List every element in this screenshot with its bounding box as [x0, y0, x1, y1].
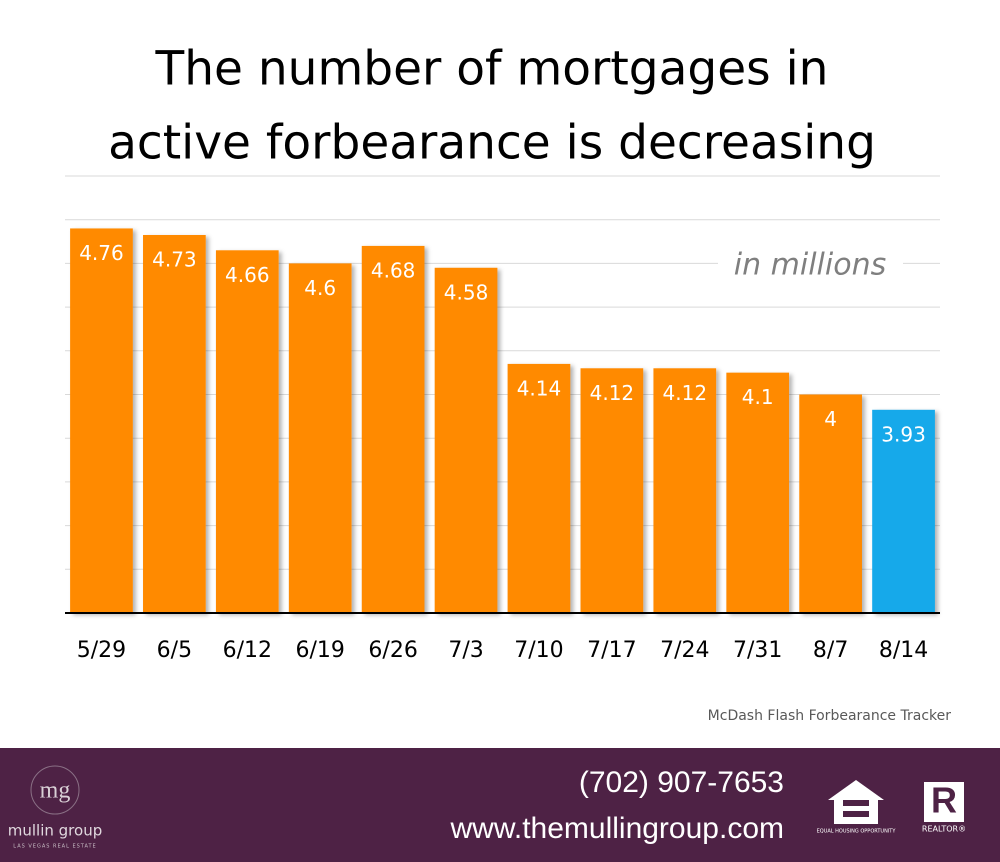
bar: [843, 811, 869, 817]
value-label: 4.58: [444, 280, 489, 304]
logo-name: mullin group: [8, 822, 102, 840]
bar: [843, 800, 869, 806]
chart-title: The number of mortgages in: [155, 42, 829, 97]
x-tick-label: 6/12: [223, 638, 272, 663]
value-label: 4.14: [517, 376, 562, 400]
x-tick-label: 6/5: [157, 638, 192, 663]
x-tick-label: 6/26: [368, 638, 417, 663]
x-tick-label: 7/17: [587, 638, 636, 663]
x-tick-label: 8/14: [879, 638, 928, 663]
value-label: 4.66: [225, 263, 270, 287]
x-tick-label: 7/24: [660, 638, 709, 663]
bar: [653, 368, 717, 613]
value-label: 4.6: [304, 276, 336, 300]
bar: [726, 372, 790, 613]
subtitle: in millions: [734, 248, 886, 283]
x-tick-label: 6/19: [296, 638, 345, 663]
logo-ring: [30, 765, 80, 815]
realtor-box: [924, 782, 964, 822]
realtor-label: REALTOR®: [922, 825, 966, 834]
value-label: 4: [824, 407, 837, 431]
value-label: 4.76: [79, 241, 124, 265]
bar: [799, 394, 862, 613]
value-label: 3.93: [881, 422, 926, 446]
bar: [872, 409, 935, 613]
website: www.themullingroup.com: [450, 812, 784, 845]
bar: [507, 363, 571, 613]
footer-band: [0, 748, 1000, 862]
value-label: 4.12: [590, 381, 635, 405]
x-tick-label: 7/3: [448, 638, 483, 663]
bar: [361, 245, 425, 614]
equal-housing-label: EQUAL HOUSING OPPORTUNITY: [817, 829, 897, 835]
source: McDash Flash Forbearance Tracker: [708, 708, 952, 724]
phone: (702) 907-7653: [579, 766, 784, 799]
bar: [434, 267, 498, 613]
bar: [580, 368, 644, 613]
value-label: 4.68: [371, 258, 416, 282]
logo-tagline: LAS VEGAS REAL ESTATE: [13, 844, 96, 850]
logo: mg mullin group LAS VEGAS REAL ESTATE: [8, 765, 102, 850]
bar: [70, 228, 133, 613]
subtitle-backing: [718, 246, 903, 286]
logo-mark: mg: [40, 778, 71, 804]
chart-title: active forbearance is decreasing: [108, 116, 876, 171]
value-label: 4.1: [742, 385, 774, 409]
realtor-r: R: [931, 780, 957, 821]
bar: [143, 234, 206, 613]
x-tick-label: 8/7: [813, 638, 848, 663]
equal-housing-icon: EQUAL HOUSING OPPORTUNITY: [817, 780, 897, 835]
chart: The number of mortgages in active forbea…: [65, 42, 952, 724]
bar: [288, 263, 352, 613]
value-label: 4.12: [663, 381, 708, 405]
x-tick-label: 5/29: [77, 638, 126, 663]
realtor-icon: R REALTOR®: [922, 780, 966, 834]
value-label: 4.73: [152, 247, 197, 271]
bar: [215, 250, 279, 614]
x-tick-label: 7/10: [514, 638, 563, 663]
x-tick-label: 7/31: [733, 638, 782, 663]
